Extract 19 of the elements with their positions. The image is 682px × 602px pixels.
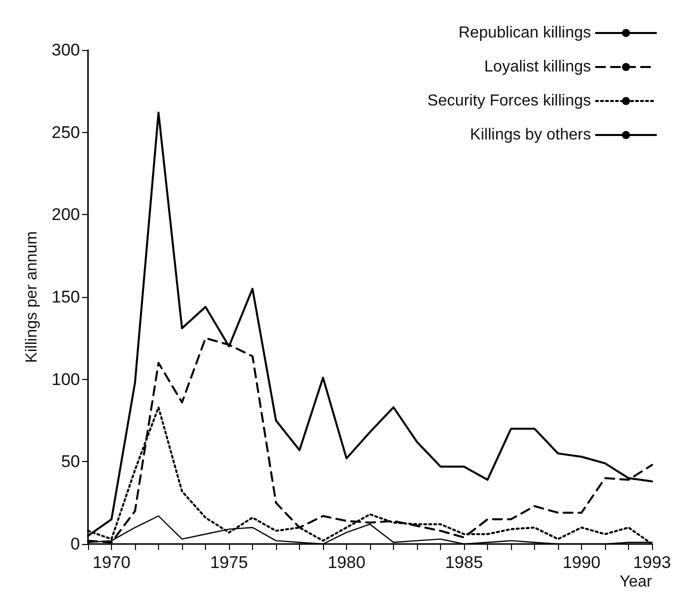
y-tick-label: 100	[52, 370, 80, 389]
y-tick-label: 200	[52, 205, 80, 224]
x-tick-label: 1993	[633, 553, 671, 572]
legend-label: Killings by others	[470, 126, 591, 144]
y-tick-label: 50	[61, 452, 80, 472]
y-axis-title: Killings per annum	[24, 231, 40, 363]
legend-label: Security Forces killings	[427, 92, 591, 110]
x-tick-label: 1990	[562, 553, 600, 572]
x-tick-label: 1980	[328, 553, 366, 572]
x-tick-label: 1985	[445, 553, 483, 572]
x-tick-label: 1970	[92, 553, 130, 572]
y-tick-label: 0	[70, 534, 80, 554]
legend-label: Republican killings	[458, 24, 591, 42]
y-tick-label: 150	[52, 288, 80, 306]
legend-label: Loyalist killings	[484, 58, 591, 76]
x-axis-title: Year	[620, 574, 653, 590]
x-tick-label: 1975	[210, 553, 248, 572]
y-tick-label: 250	[52, 122, 80, 142]
y-tick-label: 300	[52, 40, 80, 60]
